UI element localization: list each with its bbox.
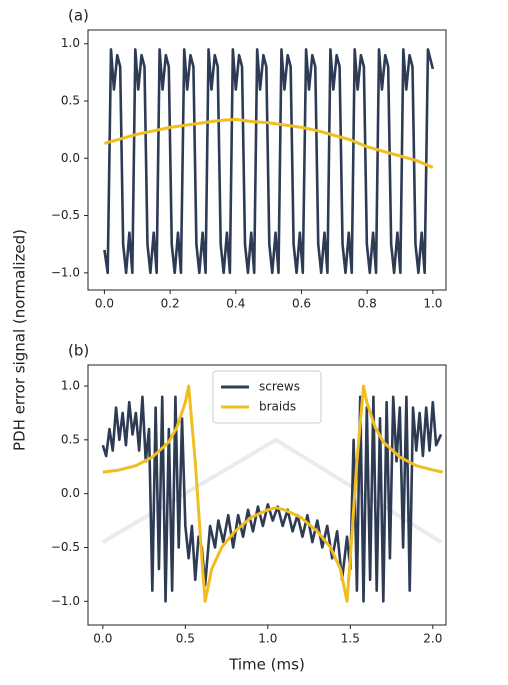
axes-frame [87, 364, 447, 626]
series-line [102, 384, 444, 603]
series-line [103, 48, 435, 275]
y-tick-label: 1.0 [61, 378, 80, 392]
y-tick-label: 0.5 [61, 94, 80, 108]
y-tick-label: 0.0 [61, 486, 80, 500]
series-line [104, 117, 434, 169]
series-line [101, 395, 443, 603]
y-tick-label: 1.0 [61, 36, 80, 50]
x-tick-label: 1.5 [341, 632, 360, 646]
plot-area [103, 48, 435, 275]
y-axis-label: PDH error signal (normalized) [11, 229, 29, 451]
y-tick-label: −0.5 [51, 208, 80, 222]
legend-box [212, 370, 322, 424]
panel-label: (b) [68, 342, 89, 360]
x-tick-label: 0.0 [95, 297, 114, 311]
x-tick-label: 0.0 [93, 632, 112, 646]
x-tick-label: 0.8 [358, 297, 377, 311]
x-tick-label: 0.4 [226, 297, 245, 311]
y-tick-label: 0.5 [61, 432, 80, 446]
plot-area [101, 384, 444, 603]
legend-label: screws [259, 380, 300, 394]
x-tick-label: 0.6 [292, 297, 311, 311]
x-tick-label: 2.0 [423, 632, 442, 646]
y-tick-label: −0.5 [51, 540, 80, 554]
axes-frame [87, 29, 447, 291]
x-tick-label: 1.0 [258, 632, 277, 646]
y-tick-label: −1.0 [51, 594, 80, 608]
legend-label: braids [259, 400, 296, 414]
x-axis-label: Time (ms) [228, 656, 305, 674]
x-tick-label: 0.5 [176, 632, 195, 646]
x-tick-label: 0.2 [161, 297, 180, 311]
x-tick-label: 1.0 [423, 297, 442, 311]
panel-label: (a) [68, 7, 89, 25]
y-tick-label: 0.0 [61, 151, 80, 165]
y-tick-label: −1.0 [51, 265, 80, 279]
